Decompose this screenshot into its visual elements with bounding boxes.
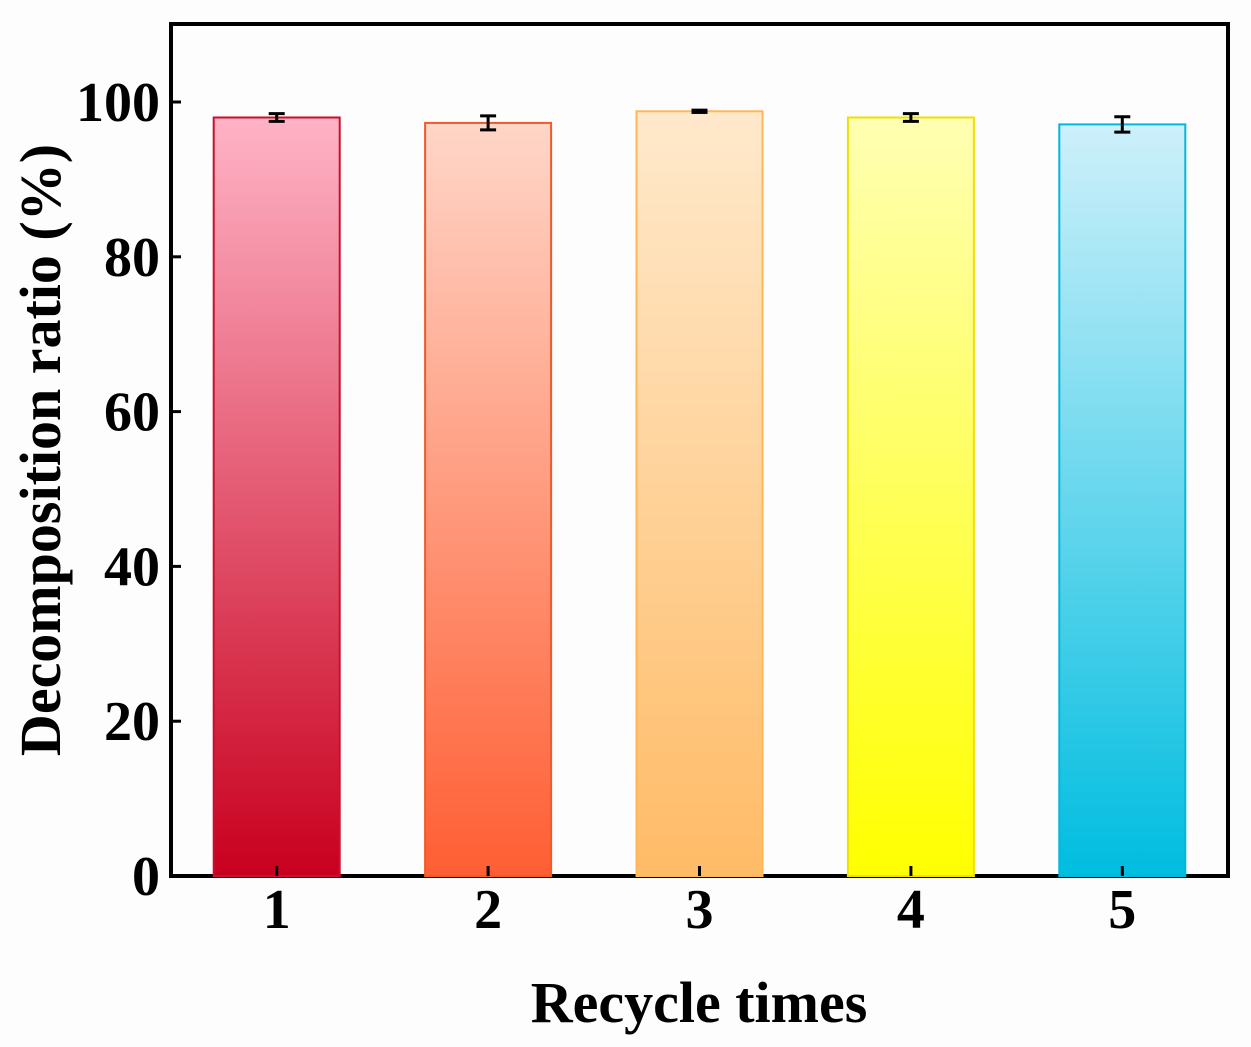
error-bar-4 [902,112,919,123]
bar-3 [635,110,764,878]
x-tick-label-5: 5 [1108,879,1136,941]
y-tick-label-0: 0 [132,846,160,908]
x-tick-label-4: 4 [897,879,925,941]
error-bar-3 [691,108,708,114]
x-tick-label-2: 2 [474,879,502,941]
error-bar-2 [480,114,497,132]
bar-5 [1058,123,1187,877]
y-tick-label-100: 100 [76,72,160,134]
bar-1 [212,116,341,877]
y-axis-label: Decomposition ratio (%) [8,144,73,756]
bar-2 [424,121,553,877]
x-tick-label-3: 3 [686,879,714,941]
x-tick-label-1: 1 [263,879,291,941]
y-tick-label-40: 40 [104,536,160,598]
y-tick-label-20: 20 [104,691,160,753]
error-bar-5 [1114,115,1131,134]
y-tick-label-80: 80 [104,227,160,289]
x-axis-label: Recycle times [531,970,868,1035]
bar-4 [846,116,975,877]
error-bar-1 [268,112,285,123]
y-tick-label-60: 60 [104,382,160,444]
